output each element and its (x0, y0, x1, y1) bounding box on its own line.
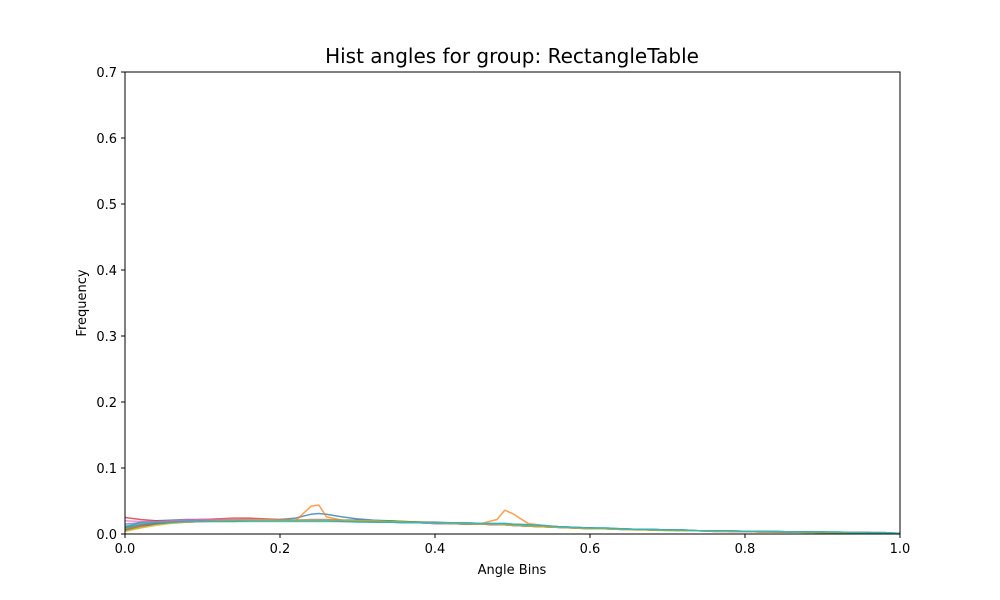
x-axis: 0.0 0.2 0.4 0.6 0.8 1.0 (115, 534, 911, 557)
x-tick-label: 0.8 (735, 542, 756, 557)
x-tick-label: 0.6 (580, 542, 601, 557)
x-tick-label: 0.0 (115, 542, 136, 557)
plot-background (125, 72, 900, 534)
y-tick-label: 0.3 (96, 330, 117, 345)
y-axis-label: Frequency (75, 269, 90, 336)
y-tick-label: 0.0 (96, 528, 117, 543)
plot-frame (124, 71, 901, 535)
y-tick-label: 0.2 (96, 396, 117, 411)
plot-area (124, 71, 901, 535)
x-tick-label: 0.4 (425, 542, 446, 557)
chart-title: Hist angles for group: RectangleTable (325, 44, 699, 68)
y-tick-label: 0.5 (96, 198, 117, 213)
series-line-10 (124, 520, 901, 535)
y-tick-label: 0.6 (96, 132, 117, 147)
y-tick-label: 0.7 (96, 66, 117, 81)
series-group (124, 504, 901, 535)
x-tick-label: 0.2 (270, 542, 291, 557)
y-tick-label: 0.4 (96, 264, 117, 279)
x-tick-label: 1.0 (890, 542, 911, 557)
y-tick-label: 0.1 (96, 462, 117, 477)
y-axis: 0.0 0.1 0.2 0.3 0.4 0.5 0.6 0.7 (96, 66, 125, 543)
x-axis-label: Angle Bins (478, 563, 547, 578)
